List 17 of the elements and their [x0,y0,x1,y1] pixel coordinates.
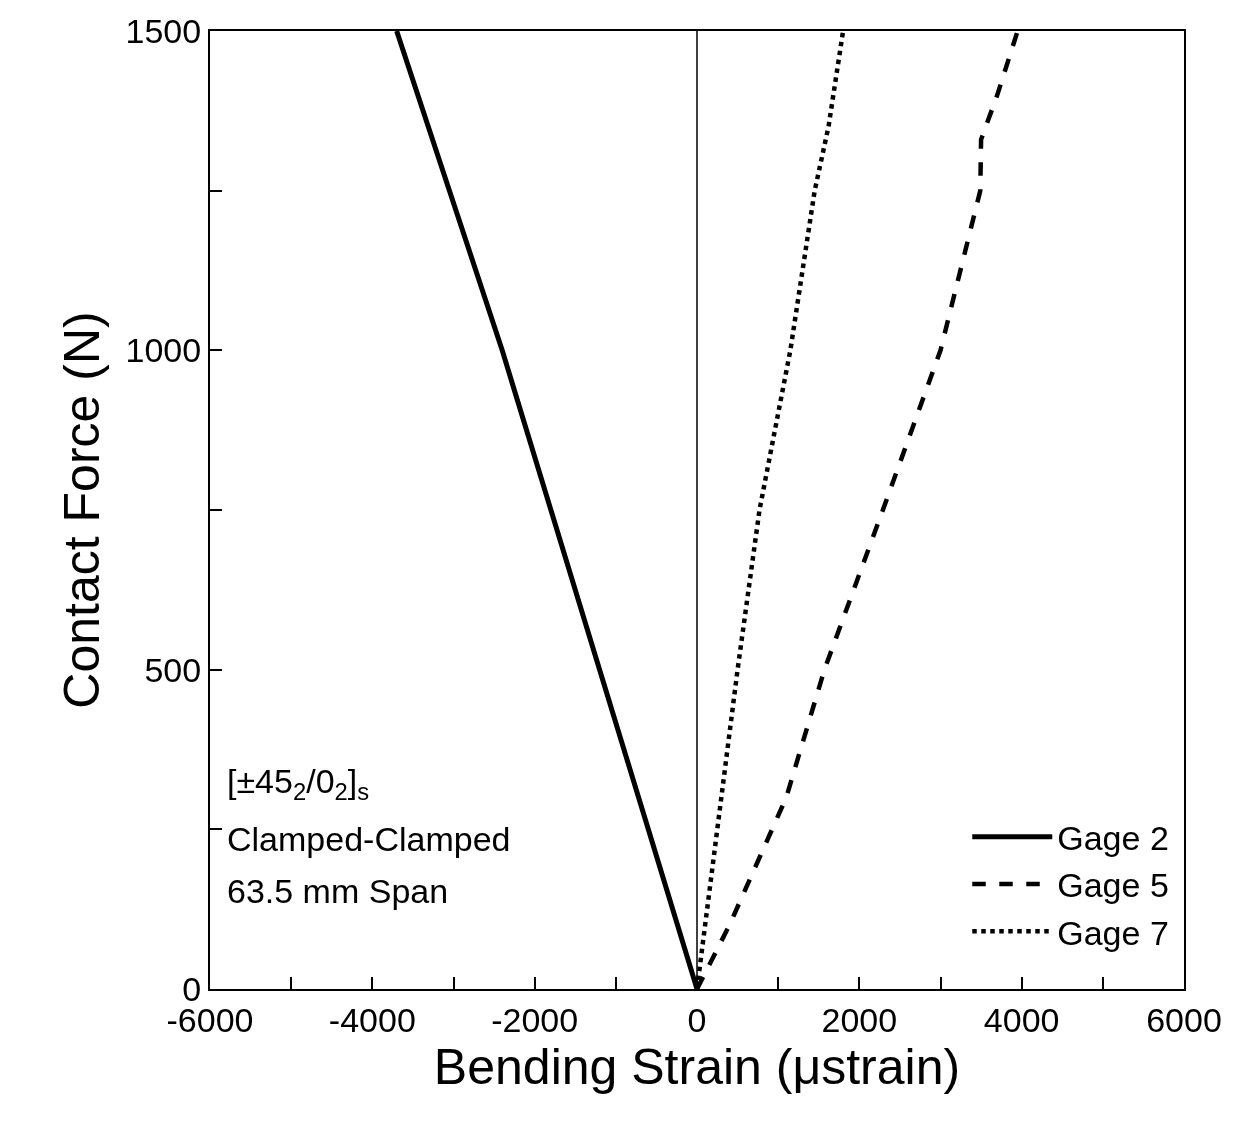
x-axis-title: Bending Strain (μstrain) [433,1038,961,1095]
x-tick-label: 0 [687,1000,707,1039]
y-axis-title: Contact Force (N) [54,311,111,709]
annotation: 63.5 mm Span [227,872,449,910]
annotation: Clamped-Clamped [227,820,511,858]
y-tick-label: 1500 [125,11,202,50]
y-tick-label: 500 [144,650,202,689]
x-tick-label: -2000 [491,1000,579,1039]
legend-label: Gage 5 [1057,866,1169,905]
x-tick-label: -4000 [328,1000,416,1039]
legend-label: Gage 7 [1057,913,1169,952]
legend-label: Gage 2 [1057,819,1169,858]
x-tick-label: 2000 [821,1000,898,1039]
x-tick-label: 4000 [983,1000,1060,1039]
annotation: [±45$_{2}$/0$_{2}$]$_{s}$ [227,762,370,806]
x-tick-label: 6000 [1146,1000,1222,1039]
y-tick-label: 1000 [125,331,202,370]
